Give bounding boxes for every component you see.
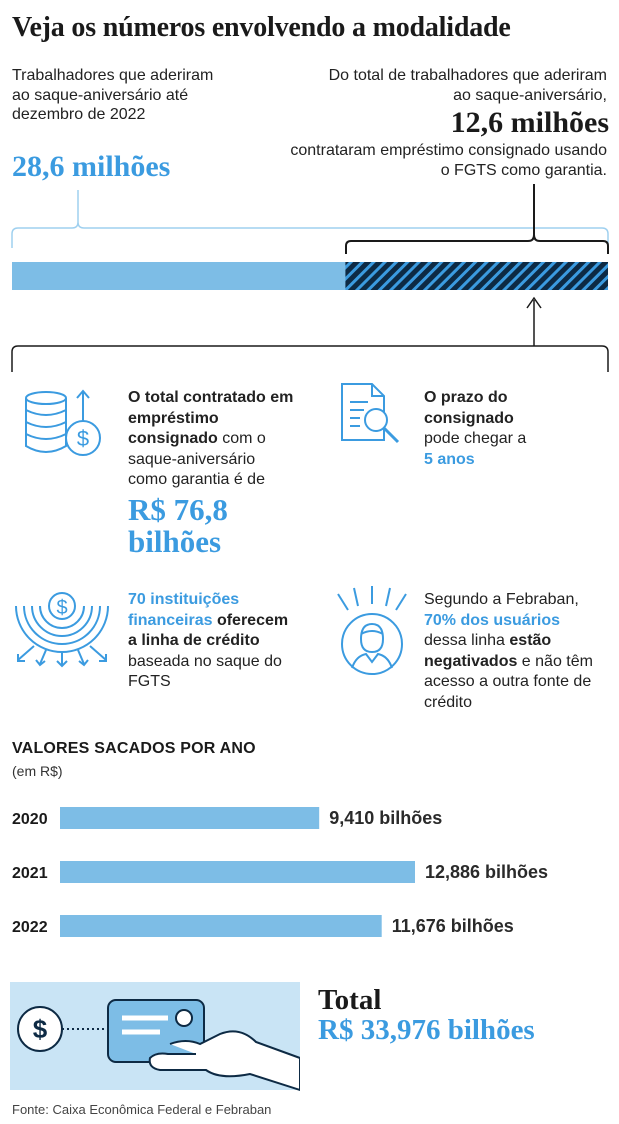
bar-chart: 2020 9,410 bilhões 2021 12,886 bilhões 2022 1… — [12, 807, 548, 937]
total-bracket — [11, 190, 609, 248]
bar-2021 — [60, 861, 415, 883]
svg-text:$: $ — [77, 426, 89, 451]
info-usuarios-blue: 70% dos usuários — [424, 611, 561, 629]
info-total-value-line2: bilhões — [128, 524, 222, 559]
bar-category-label: 2022 — [12, 919, 48, 936]
bar-value-label: 12,886 bilhões — [425, 862, 548, 882]
bar-category-label: 2020 — [12, 811, 48, 828]
info-usuarios-plain-1: Segundo a Febraban, — [424, 591, 579, 608]
right-intro-text: Do total de trabalhadores que aderiram a… — [328, 67, 607, 104]
chart-subtitle: (em R$) — [12, 763, 63, 779]
total-value: R$ 33,976 bilhões — [318, 1014, 535, 1046]
info-prazo-text: O prazo do consignado pode chegar a 5 an… — [424, 388, 594, 470]
info-total-plain: com o saque-aniversário como garantia é … — [128, 430, 266, 488]
info-usuarios-text: Segundo a Febraban, 70% dos usuários des… — [424, 590, 604, 713]
info-usuarios-bold: estão negativados — [424, 632, 552, 670]
bar-2020 — [60, 807, 320, 829]
part-bar — [345, 262, 608, 290]
person-radiating-icon — [337, 586, 407, 675]
lower-bracket — [11, 345, 609, 372]
info-prazo-plain: pode chegar a — [424, 430, 527, 447]
page-title: Veja os números envolvendo a modalidade — [12, 12, 511, 43]
svg-text:$: $ — [33, 1014, 48, 1044]
total-label: Total — [318, 984, 382, 1016]
info-total-text: O total contratado em empréstimo consign… — [128, 388, 298, 491]
left-intro-value: 28,6 milhões — [12, 150, 171, 183]
svg-text:$: $ — [56, 597, 67, 619]
dollar-radiating-arrows-icon: $ — [15, 592, 109, 668]
info-usuarios-plain-3: e não têm acesso a outra fonte de crédit… — [424, 652, 593, 711]
hand-card-dollar-icon: $ — [10, 982, 300, 1092]
info-instituicoes-plain: baseada no saque do FGTS — [128, 652, 282, 691]
info-instituicoes-blue: 70 instituições financeiras — [128, 591, 240, 629]
bar-2022 — [60, 915, 382, 937]
info-prazo-value: 5 anos — [424, 450, 475, 468]
arrow-head — [526, 296, 542, 309]
right-intro-text-2: contrataram empréstimo consignado usando… — [290, 142, 607, 179]
info-usuarios-plain-2: dessa linha — [424, 632, 510, 649]
coin-stack-dollar-icon: $ — [25, 389, 101, 456]
bar-category-label: 2021 — [12, 865, 48, 882]
bar-value-label: 11,676 bilhões — [392, 916, 514, 936]
source-note: Fonte: Caixa Econômica Federal e Febraba… — [12, 1102, 272, 1117]
info-total-value: R$ 76,8 bilhões — [128, 494, 228, 558]
info-total-bold: O total contratado em empréstimo consign… — [128, 389, 294, 447]
info-total-value-line1: R$ 76,8 — [128, 492, 228, 527]
bar-value-label: 9,410 bilhões — [329, 808, 442, 828]
info-instituicoes-bold: oferecem a linha de crédito — [128, 611, 289, 650]
document-magnifier-icon — [341, 383, 400, 444]
chart-title: VALORES SACADOS POR ANO — [12, 740, 256, 757]
right-intro-value: 12,6 milhões — [450, 106, 609, 139]
info-prazo-bold: O prazo do consignado — [424, 389, 514, 427]
part-bracket — [345, 184, 609, 254]
info-instituicoes-text: 70 instituições financeiras oferecem a l… — [128, 590, 300, 693]
left-intro-text: Trabalhadores que aderiram ao saque-aniv… — [12, 67, 214, 123]
proportion-diagram — [11, 184, 609, 372]
